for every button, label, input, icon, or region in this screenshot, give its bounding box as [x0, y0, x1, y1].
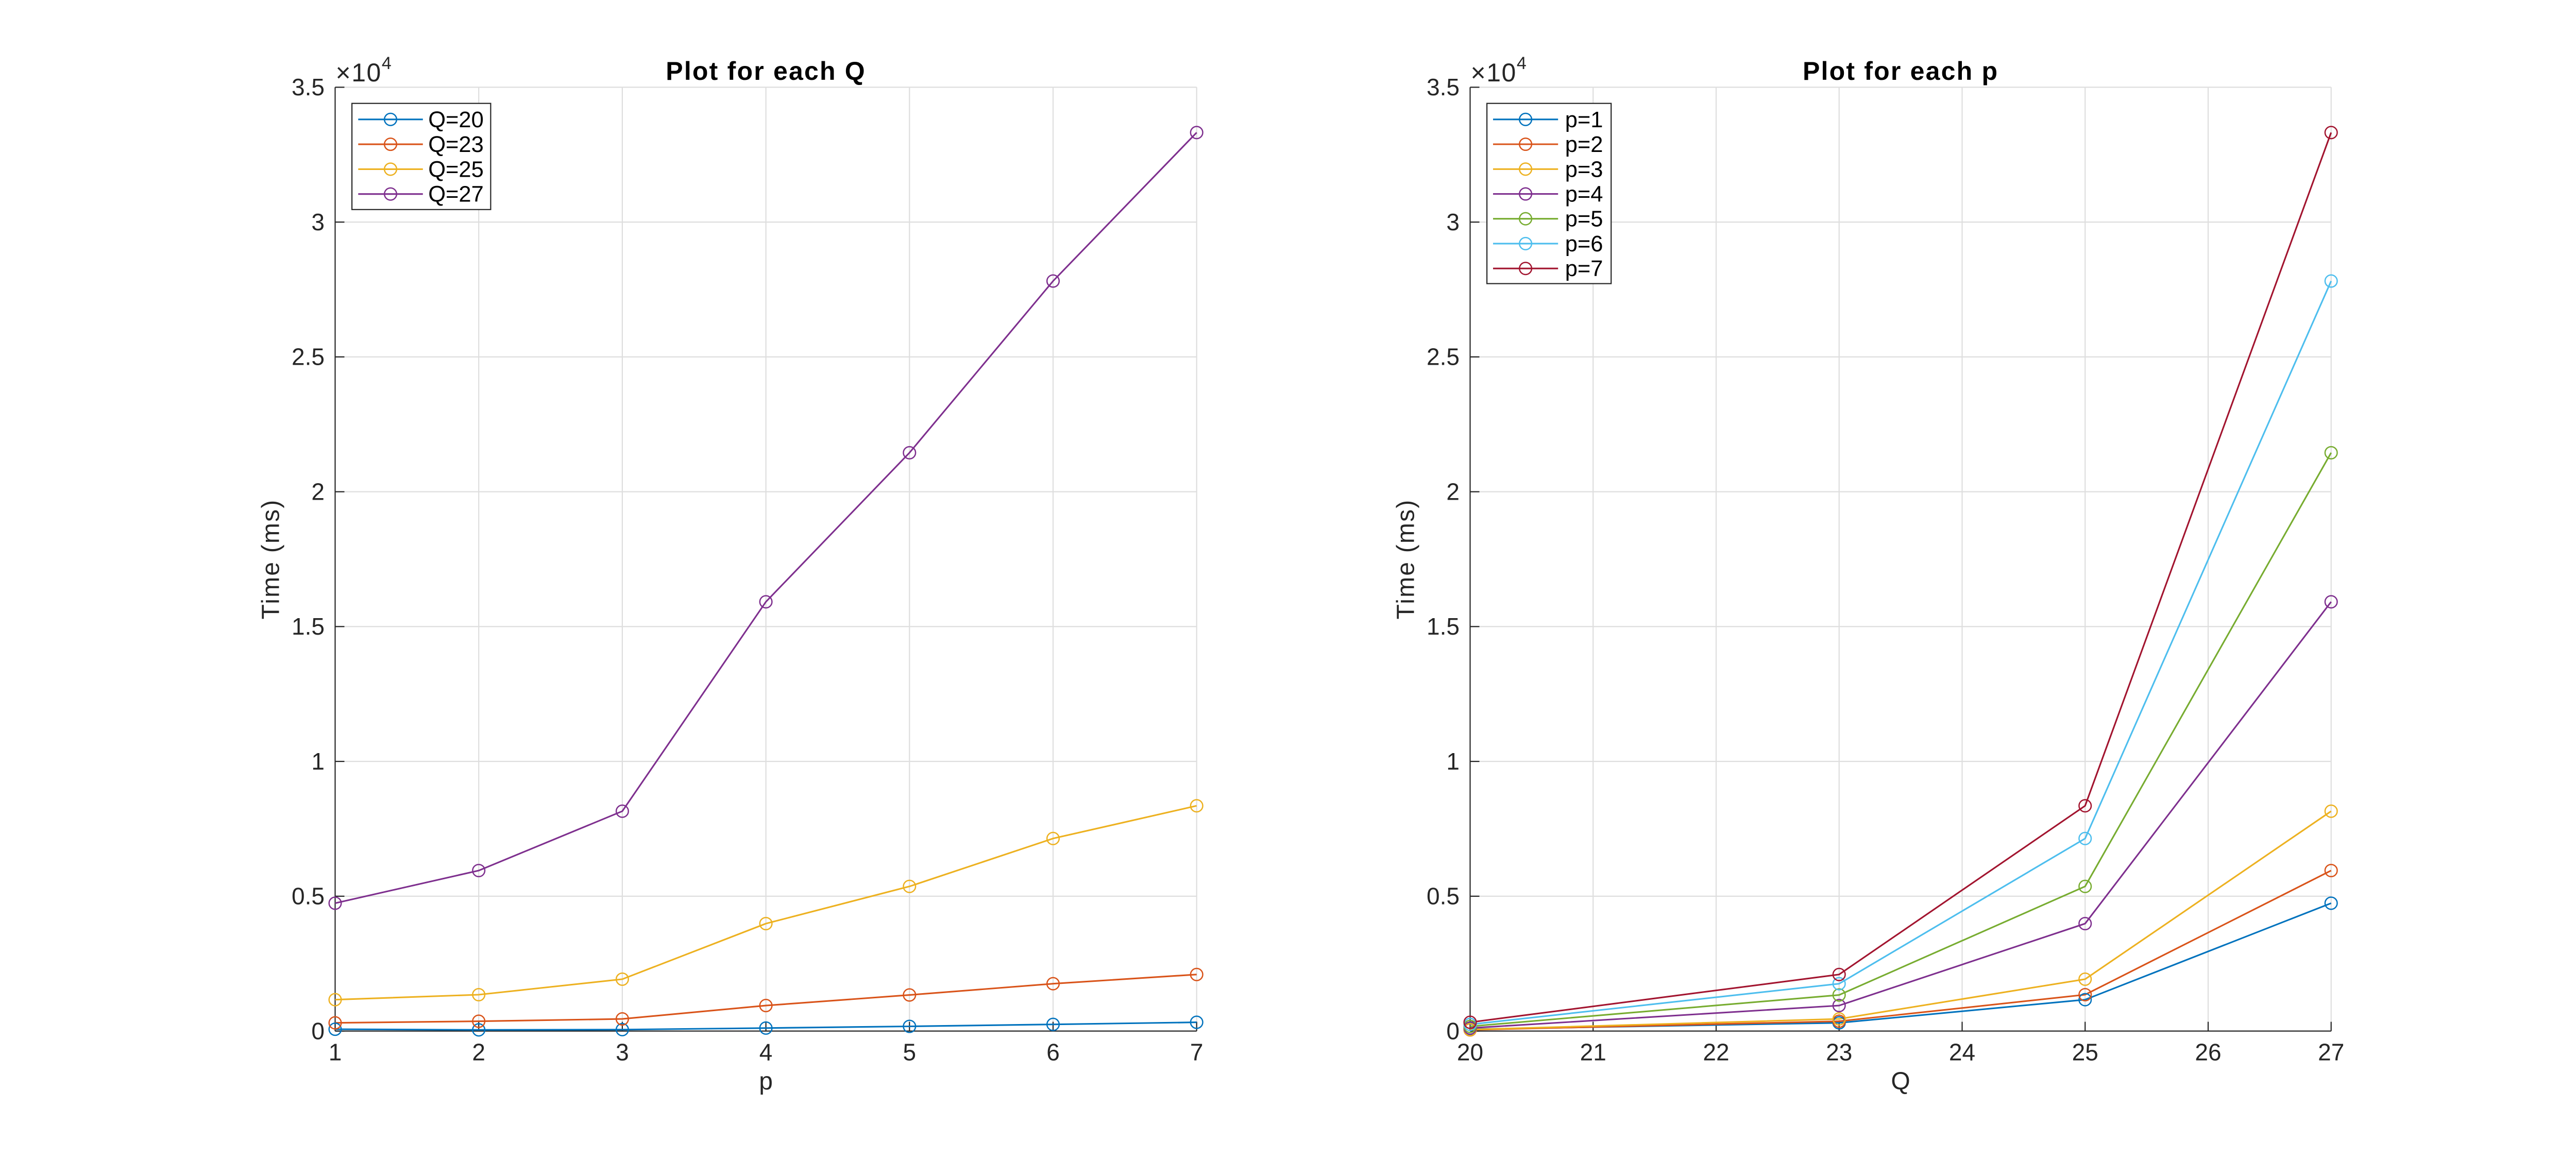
svg-text:3.5: 3.5 — [292, 74, 325, 100]
svg-text:1.5: 1.5 — [1427, 613, 1460, 640]
svg-text:26: 26 — [2195, 1039, 2221, 1066]
svg-text:1.5: 1.5 — [292, 613, 325, 640]
svg-text:3: 3 — [1446, 209, 1460, 235]
svg-text:0: 0 — [311, 1017, 325, 1044]
svg-text:×104: ×104 — [1471, 54, 1528, 87]
svg-text:21: 21 — [1580, 1039, 1606, 1066]
svg-text:20: 20 — [1457, 1039, 1483, 1066]
svg-text:0.5: 0.5 — [292, 883, 325, 910]
svg-text:Time (ms): Time (ms) — [257, 499, 284, 620]
svg-text:p=6: p=6 — [1565, 232, 1603, 257]
svg-text:Q=27: Q=27 — [428, 182, 484, 207]
svg-text:7: 7 — [1190, 1039, 1204, 1066]
svg-text:5: 5 — [903, 1039, 917, 1066]
svg-text:2: 2 — [1446, 478, 1460, 505]
svg-text:p=7: p=7 — [1565, 257, 1603, 281]
svg-text:2: 2 — [472, 1039, 485, 1066]
svg-text:4: 4 — [759, 1039, 773, 1066]
svg-text:p=5: p=5 — [1565, 207, 1603, 232]
svg-text:1: 1 — [1446, 748, 1460, 775]
svg-text:25: 25 — [2072, 1039, 2098, 1066]
svg-text:p: p — [759, 1068, 773, 1095]
svg-text:24: 24 — [1949, 1039, 1975, 1066]
svg-text:Q=20: Q=20 — [428, 108, 484, 132]
svg-text:p=1: p=1 — [1565, 108, 1603, 132]
svg-text:3.5: 3.5 — [1427, 74, 1460, 100]
svg-text:Plot for each p: Plot for each p — [1803, 57, 1998, 86]
svg-text:2.5: 2.5 — [292, 344, 325, 370]
svg-text:0: 0 — [1446, 1017, 1460, 1044]
svg-text:0.5: 0.5 — [1427, 883, 1460, 910]
svg-text:1: 1 — [311, 748, 325, 775]
svg-text:3: 3 — [311, 209, 325, 235]
svg-text:Time (ms): Time (ms) — [1392, 499, 1419, 620]
svg-text:23: 23 — [1826, 1039, 1852, 1066]
svg-text:Q=25: Q=25 — [428, 157, 484, 182]
svg-text:2: 2 — [311, 478, 325, 505]
svg-text:p=3: p=3 — [1565, 157, 1603, 182]
svg-text:1: 1 — [329, 1039, 342, 1066]
svg-text:2.5: 2.5 — [1427, 344, 1460, 370]
svg-text:p=4: p=4 — [1565, 182, 1603, 207]
svg-text:3: 3 — [616, 1039, 629, 1066]
svg-text:27: 27 — [2318, 1039, 2344, 1066]
svg-text:p=2: p=2 — [1565, 132, 1603, 157]
svg-text:Q=23: Q=23 — [428, 132, 484, 157]
svg-text:22: 22 — [1703, 1039, 1729, 1066]
svg-text:6: 6 — [1046, 1039, 1060, 1066]
svg-text:Plot for each Q: Plot for each Q — [666, 57, 866, 86]
svg-text:Q: Q — [1891, 1068, 1910, 1095]
